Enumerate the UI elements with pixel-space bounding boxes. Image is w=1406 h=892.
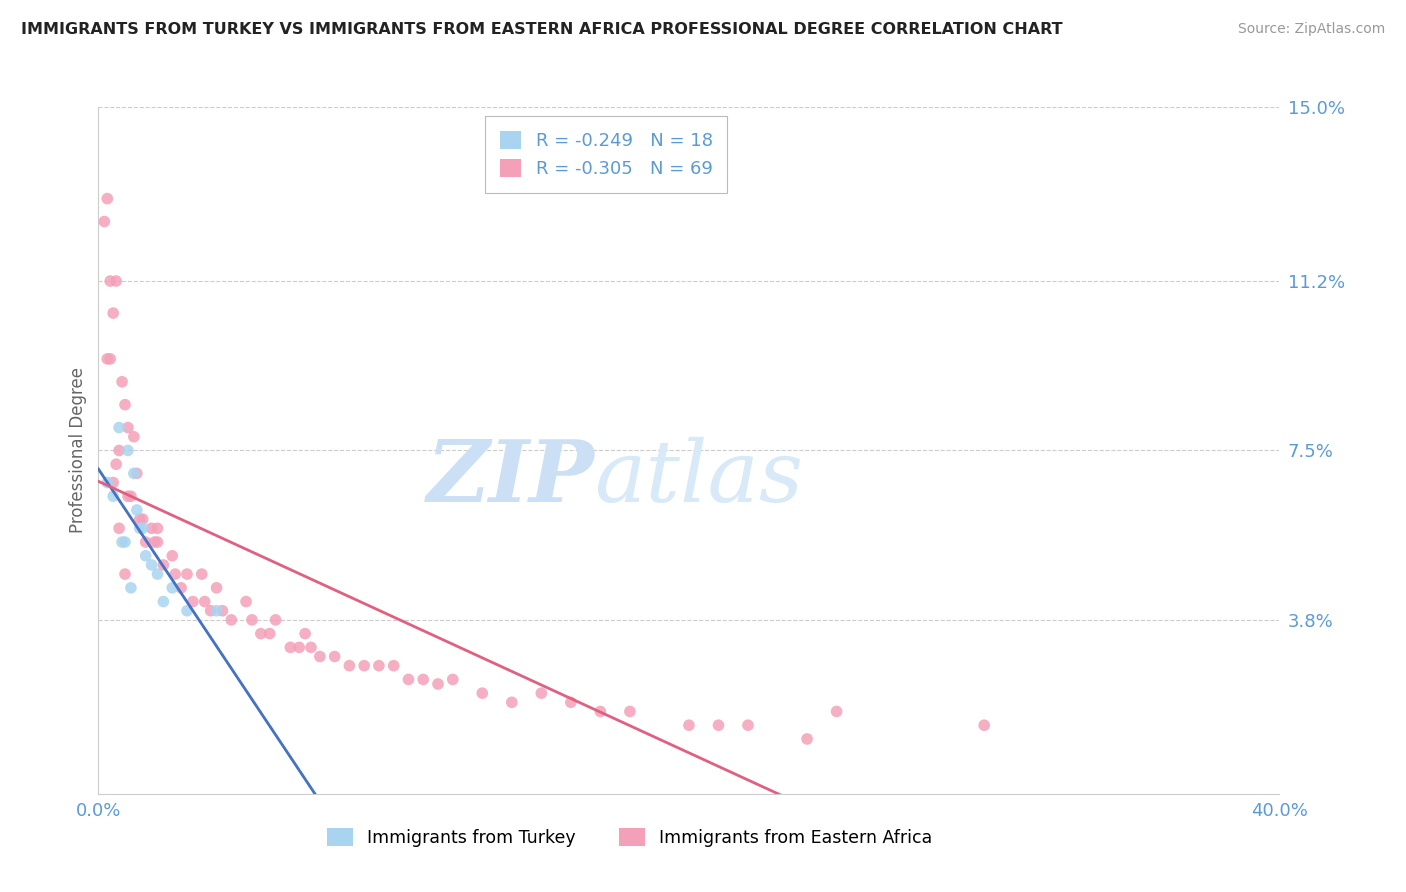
Point (194, 594, 217, 608)
Point (98, 351, 121, 366)
Point (105, 274, 128, 288)
Text: Source: ZipAtlas.com: Source: ZipAtlas.com (1237, 22, 1385, 37)
Point (114, 398, 136, 412)
Point (111, 535, 134, 549)
Point (170, 581, 193, 595)
Point (108, 420, 131, 434)
Point (205, 604, 228, 618)
Point (96, 475, 118, 490)
Point (235, 594, 257, 608)
Point (501, 695, 523, 709)
Point (98, 274, 121, 288)
Point (339, 658, 361, 673)
Point (146, 521, 169, 535)
Point (471, 686, 494, 700)
Point (162, 581, 183, 595)
Point (678, 718, 700, 732)
Point (120, 489, 142, 503)
Point (309, 649, 332, 664)
Point (288, 640, 311, 655)
Point (152, 594, 174, 608)
Point (132, 521, 155, 535)
Point (368, 658, 391, 673)
Point (427, 677, 450, 691)
Point (412, 673, 434, 687)
Point (162, 549, 183, 563)
Point (111, 375, 134, 389)
Point (152, 558, 174, 572)
Point (96, 192, 118, 206)
Point (93, 214, 115, 228)
Point (103, 306, 125, 320)
Point (143, 535, 166, 549)
Point (141, 521, 163, 535)
Point (125, 467, 148, 481)
Point (589, 705, 612, 719)
Point (96, 351, 118, 366)
Point (128, 512, 150, 526)
Point (146, 535, 169, 549)
Point (165, 567, 187, 582)
Point (191, 567, 214, 582)
Point (125, 503, 148, 517)
Point (176, 604, 198, 618)
Point (530, 686, 553, 700)
Point (737, 718, 759, 732)
Point (105, 457, 128, 471)
Point (353, 658, 375, 673)
Point (135, 535, 157, 549)
Point (294, 626, 316, 640)
Point (240, 613, 263, 627)
Y-axis label: Professional Degree: Professional Degree (69, 368, 87, 533)
Point (259, 626, 281, 640)
Point (441, 673, 464, 687)
Point (176, 567, 198, 582)
Point (181, 594, 204, 608)
Point (120, 581, 142, 595)
Point (117, 443, 139, 458)
Point (117, 420, 139, 434)
Point (141, 558, 163, 572)
Point (132, 512, 155, 526)
Point (250, 626, 273, 640)
Point (707, 718, 730, 732)
Point (114, 567, 136, 582)
Point (205, 581, 228, 595)
Point (200, 604, 222, 618)
Point (299, 640, 322, 655)
Point (973, 718, 995, 732)
Text: ZIP: ZIP (426, 436, 595, 520)
Point (122, 430, 145, 444)
Point (280, 640, 302, 655)
Point (619, 705, 641, 719)
Point (221, 613, 243, 627)
Point (122, 467, 145, 481)
Point (825, 705, 848, 719)
Point (117, 489, 139, 503)
Point (114, 535, 136, 549)
Point (560, 695, 582, 709)
Point (264, 613, 287, 627)
Point (108, 521, 131, 535)
Point (323, 649, 346, 664)
Text: atlas: atlas (595, 436, 804, 519)
Point (103, 475, 125, 490)
Legend: Immigrants from Turkey, Immigrants from Eastern Africa: Immigrants from Turkey, Immigrants from … (321, 822, 939, 854)
Point (398, 673, 420, 687)
Point (382, 658, 405, 673)
Point (135, 549, 157, 563)
Point (128, 521, 150, 535)
Point (211, 604, 233, 618)
Point (146, 567, 169, 582)
Point (108, 443, 131, 458)
Point (103, 489, 125, 503)
Point (796, 731, 818, 746)
Text: IMMIGRANTS FROM TURKEY VS IMMIGRANTS FROM EASTERN AFRICA PROFESSIONAL DEGREE COR: IMMIGRANTS FROM TURKEY VS IMMIGRANTS FRO… (21, 22, 1063, 37)
